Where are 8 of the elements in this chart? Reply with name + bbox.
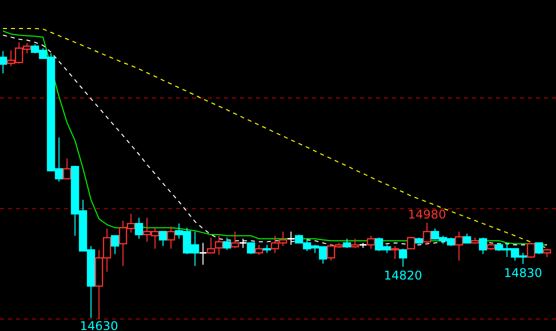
candlestick [134, 217, 144, 240]
annotation: 14980 [408, 208, 446, 222]
annotation: 14830 [504, 266, 542, 280]
annotation: 14630 [80, 319, 118, 331]
candlestick [198, 242, 208, 266]
candlestick [166, 226, 176, 250]
candlestick [0, 50, 8, 74]
annotation: 14820 [384, 268, 422, 283]
